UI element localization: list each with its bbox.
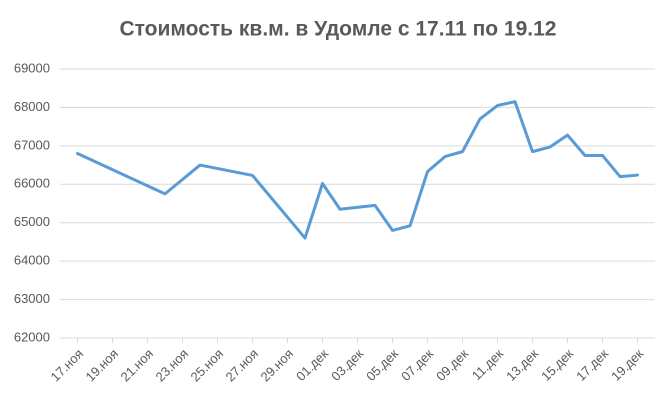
- chart-title: Стоимость кв.м. в Удомле с 17.11 по 19.1…: [119, 18, 556, 41]
- series-line: [76, 100, 639, 240]
- x-tick-label: 19.дек: [608, 346, 646, 384]
- y-tick-label: 63000: [14, 291, 50, 306]
- x-tick-label: 27.ноя: [222, 346, 261, 385]
- x-tick-label: 11.дек: [469, 346, 506, 383]
- x-tick-label: 05.дек: [363, 346, 401, 384]
- y-tick-label: 64000: [14, 253, 50, 268]
- y-tick-label: 69000: [14, 60, 50, 75]
- x-tick-label: 21.ноя: [117, 346, 156, 385]
- y-tick-label: 62000: [14, 329, 50, 344]
- y-tick-label: 65000: [14, 214, 50, 229]
- x-tick-label: 13.дек: [503, 346, 541, 384]
- x-tick-label: 03.дек: [328, 346, 366, 384]
- x-tick-label: 17.ноя: [47, 346, 86, 385]
- x-tick-label: 09.дек: [433, 346, 471, 384]
- y-tick-label: 68000: [14, 99, 50, 114]
- y-tick-label: 66000: [14, 176, 50, 191]
- x-tick-label: 15.дек: [538, 346, 576, 384]
- x-tick-label: 17.дек: [573, 346, 611, 384]
- x-tick-label: 07.дек: [398, 346, 436, 384]
- x-tick-label: 01.дек: [293, 346, 331, 384]
- x-tick-label: 29.ноя: [257, 346, 296, 385]
- x-tick-label: 19.ноя: [82, 346, 121, 385]
- y-tick-label: 67000: [14, 137, 50, 152]
- x-tick-label: 23.ноя: [152, 346, 191, 385]
- x-tick-label: 25.ноя: [187, 346, 226, 385]
